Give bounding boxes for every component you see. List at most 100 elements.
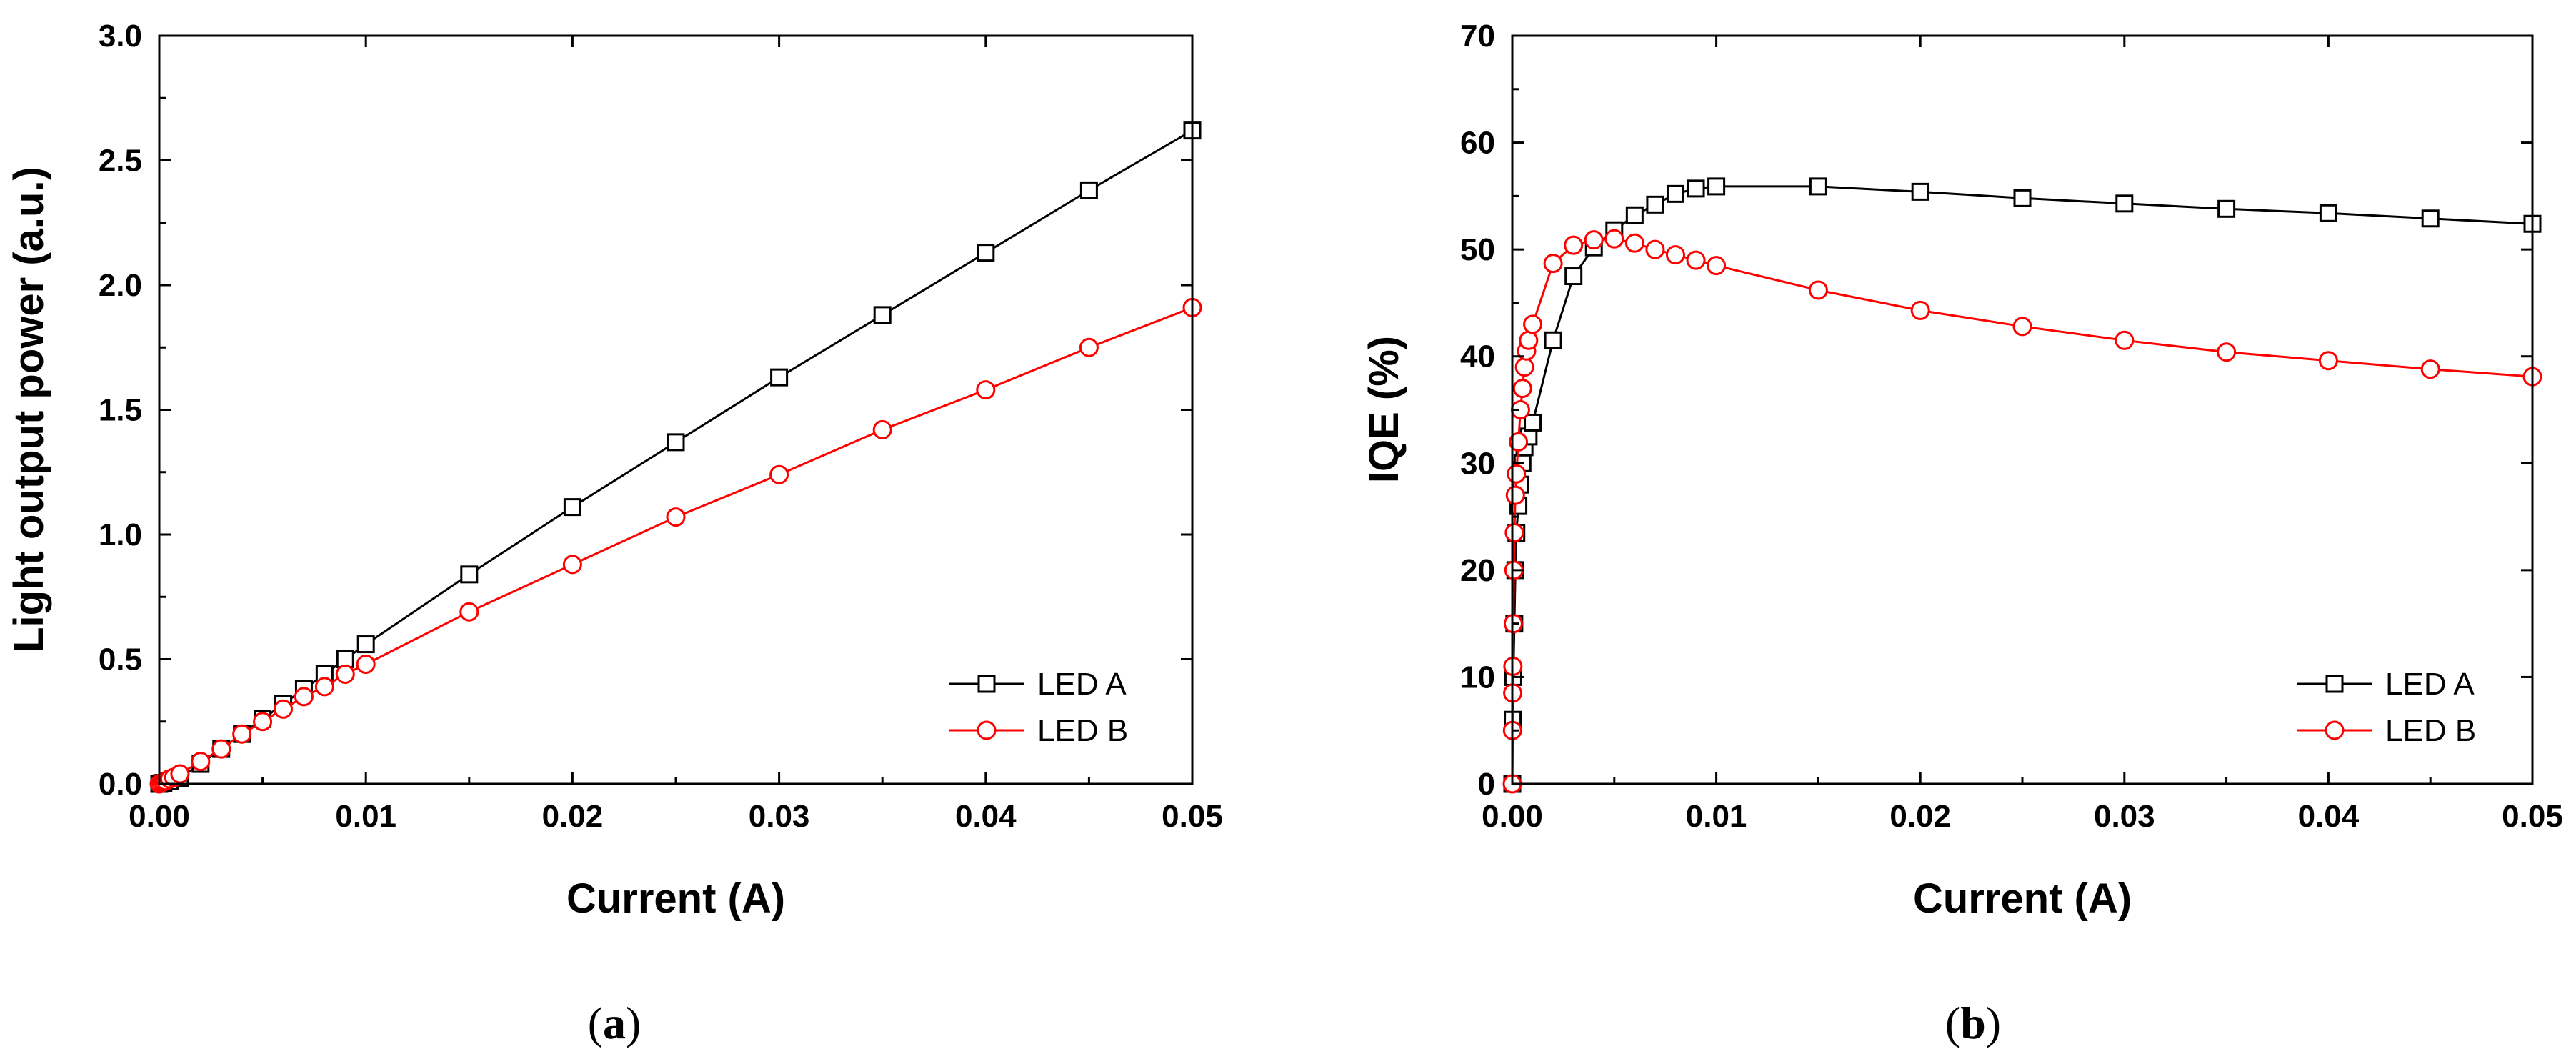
chart-b-data-point-led-b (1665, 245, 1685, 265)
chart-a-data-point-led-b (170, 764, 190, 784)
chart-a-panel-label-open: ( (588, 998, 603, 1048)
chart-b-data-point-led-a (1911, 182, 1929, 201)
chart-b-x-tick-label: 0.01 (1686, 799, 1747, 834)
chart-a-legend: LED A LED B (949, 667, 1128, 748)
chart-b-data-point-led-a (1625, 206, 1644, 224)
chart-b-x-tick-labels: 0.00 0.01 0.02 0.03 0.04 0.05 (1482, 799, 2563, 834)
chart-a-data-point-led-b (253, 712, 273, 732)
chart-a-x-tick-label: 0.03 (749, 799, 810, 834)
chart-a-data-point-led-b (294, 687, 314, 707)
chart-b-x-tick-label: 0.05 (2502, 799, 2563, 834)
chart-a-panel-label: (a) (588, 998, 641, 1048)
chart-a-data-point-led-a (770, 368, 789, 387)
chart-a-panel-label-letter: a (603, 998, 626, 1048)
chart-a-y-tick-label: 1.5 (99, 393, 142, 428)
chart-b-y-tick-labels: 0 10 20 30 40 50 60 70 (1460, 19, 1495, 802)
chart-a-data-point-led-a (460, 565, 479, 584)
chart-b-series-line-led-a (1511, 185, 2533, 785)
chart-b: 0.00 0.01 0.02 0.03 0.04 0.05 0 10 20 30… (1361, 19, 2563, 1048)
chart-b-y-tick-label: 70 (1460, 19, 1495, 54)
chart-b-x-tick-label: 0.00 (1482, 799, 1543, 834)
chart-b-y-axis-title: IQE (%) (1361, 336, 1407, 483)
chart-b-data-point-led-a (2319, 204, 2337, 222)
chart-b-legend: LED A LED B (2297, 667, 2476, 748)
chart-b-data-point-led-b (1505, 485, 1525, 505)
chart-b-plot-frame (1511, 34, 2534, 785)
chart-b-data-point-led-b (1808, 280, 1828, 300)
chart-a-data-point-led-b (976, 380, 996, 400)
chart-b-data-point-led-a (2421, 209, 2440, 228)
chart-b-data-point-led-b (1519, 330, 1539, 350)
chart-a-ticks-layer (158, 34, 1194, 785)
chart-b-data-point-led-a (2013, 189, 2032, 207)
chart-a: 0.00 0.01 0.02 0.03 0.04 0.05 0.0 0.5 1.… (6, 19, 1223, 1048)
chart-b-ticks-layer (1511, 34, 2534, 785)
chart-a-data-point-led-b (356, 654, 376, 674)
chart-a-y-axis-title: Light output power (a.u.) (6, 166, 52, 652)
chart-b-panel-label: (b) (1945, 998, 2001, 1048)
chart-a-data-point-led-b (1079, 337, 1099, 357)
chart-b-data-point-led-a (1524, 413, 1542, 432)
chart-b-data-point-led-a (1666, 184, 1684, 203)
chart-a-data-point-led-b (232, 724, 252, 744)
chart-b-y-tick-label: 50 (1460, 232, 1495, 267)
chart-b-y-tick-label: 40 (1460, 339, 1495, 374)
chart-b-data-point-led-b (1543, 254, 1563, 274)
chart-a-legend-label-led-a: LED A (1037, 667, 1127, 702)
chart-b-data-point-led-b (1564, 235, 1584, 255)
chart-b-y-tick-label: 10 (1460, 660, 1495, 695)
chart-a-legend-label-led-b: LED B (1037, 713, 1128, 748)
chart-a-data-point-led-b (666, 507, 686, 527)
chart-b-data-point-led-b (2115, 330, 2135, 350)
chart-b-legend-marker-led-a (2325, 675, 2344, 693)
chart-a-series-line-led-b (159, 307, 1193, 785)
chart-b-data-point-led-b (1509, 432, 1529, 452)
chart-a-x-tick-label: 0.00 (129, 799, 190, 834)
chart-a-data-point-led-b (211, 739, 231, 759)
chart-a-x-tick-label: 0.02 (542, 799, 604, 834)
chart-a-panel-label-close: ) (626, 998, 641, 1048)
chart-b-data-point-led-b (2420, 359, 2440, 379)
chart-b-legend-marker-led-b (2325, 720, 2345, 740)
chart-b-x-tick-label: 0.02 (1889, 799, 1951, 834)
chart-b-data-point-led-a (1646, 195, 1664, 214)
chart-b-data-point-led-b (1514, 357, 1534, 377)
chart-a-data-point-led-b (274, 699, 294, 719)
chart-b-data-point-led-b (1507, 464, 1527, 484)
chart-a-x-tick-labels: 0.00 0.01 0.02 0.03 0.04 0.05 (129, 799, 1223, 834)
chart-a-y-tick-labels: 0.0 0.5 1.0 1.5 2.0 2.5 3.0 (99, 19, 142, 802)
chart-a-data-point-led-b (562, 555, 582, 575)
chart-b-data-point-led-a (1564, 267, 1583, 286)
chart-a-data-point-led-a (356, 635, 375, 654)
chart-a-data-point-led-b (335, 664, 355, 684)
chart-b-y-tick-label: 0 (1478, 767, 1495, 802)
chart-a-data-point-led-a (563, 498, 581, 517)
chart-a-data-point-led-a (873, 306, 892, 324)
chart-b-legend-label-led-b: LED B (2385, 713, 2476, 748)
chart-a-data-point-led-a (1079, 181, 1098, 199)
chart-a-data-point-led-b (769, 464, 789, 484)
chart-b-data-point-led-b (1512, 379, 1532, 399)
chart-b-x-axis-title: Current (A) (1913, 875, 2132, 922)
chart-a-y-tick-label: 2.0 (99, 268, 142, 303)
chart-a-y-tick-label: 1.0 (99, 517, 142, 552)
chart-a-y-tick-label: 0.0 (99, 767, 142, 802)
chart-b-data-point-led-a (1687, 179, 1705, 198)
chart-b-x-tick-label: 0.04 (2298, 799, 2360, 834)
chart-b-x-tick-label: 0.03 (2094, 799, 2155, 834)
chart-a-y-tick-label: 3.0 (99, 19, 142, 54)
chart-b-data-point-led-b (1624, 233, 1644, 253)
chart-a-x-tick-label: 0.05 (1162, 799, 1223, 834)
chart-b-data-point-led-b (2217, 342, 2237, 362)
chart-a-data-point-led-a (977, 244, 995, 262)
chart-b-data-point-led-a (2115, 194, 2134, 213)
chart-b-data-point-led-b (2318, 351, 2338, 371)
chart-b-data-point-led-a (1809, 177, 1827, 196)
chart-b-data-point-led-b (1504, 523, 1524, 543)
chart-b-data-point-led-b (1707, 256, 1727, 276)
chart-b-y-tick-label: 20 (1460, 553, 1495, 588)
chart-a-legend-marker-led-b (977, 720, 997, 740)
chart-a-legend-marker-led-a (977, 675, 996, 693)
chart-a-y-tick-label: 2.5 (99, 144, 142, 179)
